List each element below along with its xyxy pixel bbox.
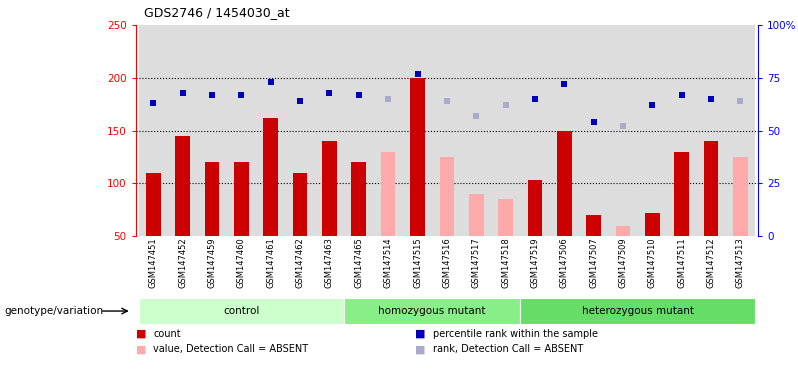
Bar — [550, 25, 579, 236]
Bar — [491, 25, 520, 236]
Text: ■: ■ — [136, 344, 146, 354]
Bar — [344, 298, 520, 324]
Bar — [381, 152, 396, 236]
Bar — [674, 152, 689, 236]
Bar — [498, 199, 513, 236]
Text: GDS2746 / 1454030_at: GDS2746 / 1454030_at — [144, 6, 289, 19]
Bar — [227, 25, 256, 236]
Bar — [351, 162, 366, 236]
Bar — [440, 157, 454, 236]
Bar — [645, 213, 660, 236]
Text: ■: ■ — [136, 329, 146, 339]
Bar — [638, 25, 667, 236]
Bar — [527, 180, 543, 236]
Bar — [557, 131, 571, 236]
Text: ■: ■ — [415, 329, 425, 339]
Bar — [176, 136, 190, 236]
Bar — [256, 25, 286, 236]
Bar — [608, 25, 638, 236]
Text: genotype/variation: genotype/variation — [4, 306, 103, 316]
Text: percentile rank within the sample: percentile rank within the sample — [433, 329, 598, 339]
Text: control: control — [223, 306, 259, 316]
Bar — [697, 25, 726, 236]
Bar — [410, 78, 425, 236]
Bar — [168, 25, 197, 236]
Bar — [234, 162, 249, 236]
Bar — [520, 25, 550, 236]
Bar — [667, 25, 697, 236]
Bar — [616, 226, 630, 236]
Text: count: count — [153, 329, 181, 339]
Bar — [314, 25, 344, 236]
Bar — [139, 298, 344, 324]
Bar — [726, 25, 755, 236]
Bar — [433, 25, 461, 236]
Bar — [197, 25, 227, 236]
Bar — [263, 118, 278, 236]
Bar — [146, 173, 160, 236]
Bar — [733, 157, 748, 236]
Bar — [373, 25, 403, 236]
Bar — [286, 25, 314, 236]
Text: homozygous mutant: homozygous mutant — [378, 306, 486, 316]
Bar — [403, 25, 433, 236]
Text: value, Detection Call = ABSENT: value, Detection Call = ABSENT — [153, 344, 308, 354]
Bar — [704, 141, 718, 236]
Bar — [139, 25, 168, 236]
Text: rank, Detection Call = ABSENT: rank, Detection Call = ABSENT — [433, 344, 583, 354]
Bar — [579, 25, 608, 236]
Text: ■: ■ — [415, 344, 425, 354]
Bar — [204, 162, 219, 236]
Bar — [461, 25, 491, 236]
Bar — [322, 141, 337, 236]
Bar — [469, 194, 484, 236]
Bar — [587, 215, 601, 236]
Bar — [520, 298, 755, 324]
Text: heterozygous mutant: heterozygous mutant — [582, 306, 693, 316]
Bar — [344, 25, 373, 236]
Bar — [293, 173, 307, 236]
